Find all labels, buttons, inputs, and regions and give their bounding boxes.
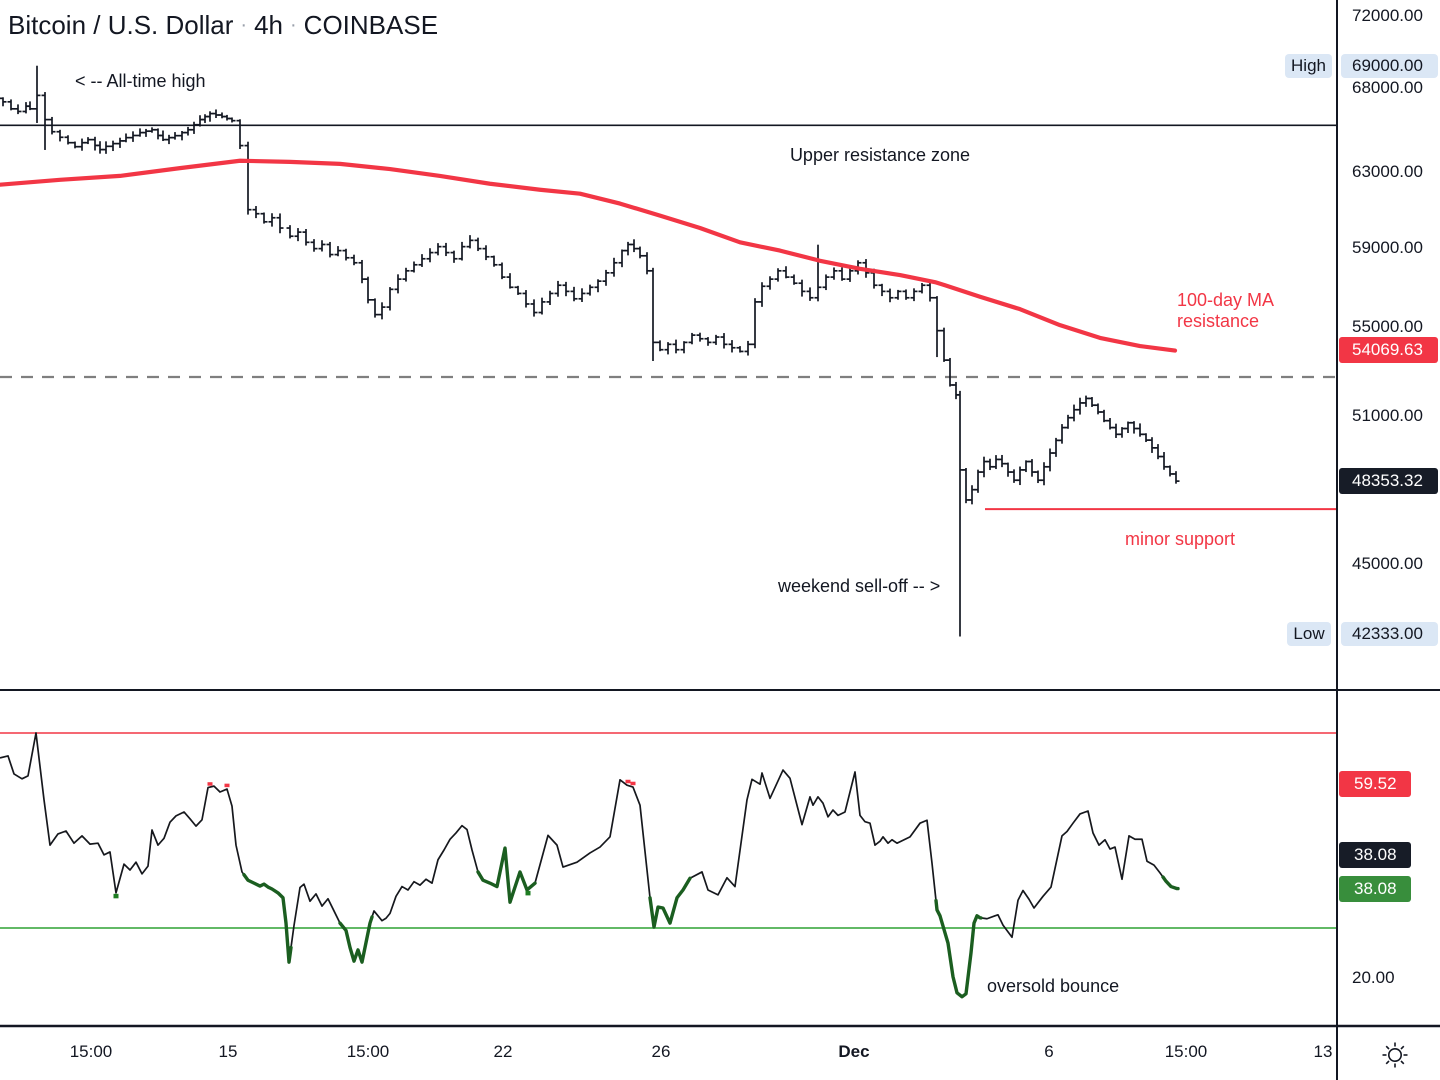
annotation-weekend-selloff: weekend sell-off -- > bbox=[778, 576, 941, 596]
low-marker-label: Low bbox=[1287, 622, 1331, 646]
annotation-ma-resistance-line1: 100-day MA bbox=[1177, 290, 1275, 310]
symbol-title[interactable]: Bitcoin / U.S. Dollar · 4h · COINBASE bbox=[8, 10, 438, 41]
time-tick: 6 bbox=[1044, 1042, 1054, 1061]
annotation-ma-resistance-line2: resistance bbox=[1177, 311, 1260, 331]
time-tick: 22 bbox=[493, 1042, 513, 1061]
theme-toggle-button[interactable] bbox=[1378, 1038, 1412, 1072]
title-separator-icon: · bbox=[290, 14, 297, 36]
price-tick: 63000.00 bbox=[1352, 162, 1423, 181]
price-tick: 68000.00 bbox=[1352, 78, 1423, 97]
time-tick: 15:00 bbox=[346, 1042, 390, 1061]
time-tick: 15 bbox=[218, 1042, 238, 1061]
annotation-minor-support: minor support bbox=[1125, 529, 1236, 549]
price-tick: 45000.00 bbox=[1352, 554, 1423, 573]
last-price-badge: 48353.32 bbox=[1339, 468, 1438, 494]
price-tick: 55000.00 bbox=[1352, 317, 1423, 336]
title-separator-icon: · bbox=[240, 14, 248, 36]
time-tick: 26 bbox=[651, 1042, 671, 1061]
time-tick: 13 bbox=[1313, 1042, 1333, 1061]
time-tick: 15:00 bbox=[69, 1042, 113, 1061]
price-tick-low: 42333.00 bbox=[1341, 622, 1438, 646]
time-tick: 15:00 bbox=[1164, 1042, 1208, 1061]
price-tick: 51000.00 bbox=[1352, 406, 1423, 425]
price-tick-high: 69000.00 bbox=[1341, 54, 1438, 78]
price-tick: 59000.00 bbox=[1352, 238, 1423, 257]
rsi-plot-badge: 38.08 bbox=[1339, 876, 1411, 902]
high-marker-label: High bbox=[1285, 54, 1332, 78]
symbol-interval: 4h bbox=[254, 10, 283, 40]
annotation-oversold-bounce: oversold bounce bbox=[987, 976, 1120, 996]
rsi-tick: 20.00 bbox=[1352, 968, 1395, 987]
symbol-exchange: COINBASE bbox=[303, 10, 439, 40]
sun-icon bbox=[1382, 1042, 1408, 1068]
ma-price-badge: 54069.63 bbox=[1339, 337, 1438, 363]
annotation-all-time-high: < -- All-time high bbox=[75, 71, 206, 91]
rsi-value-badge: 38.08 bbox=[1339, 842, 1411, 868]
symbol-name: Bitcoin / U.S. Dollar bbox=[8, 10, 234, 40]
rsi-upper-badge: 59.52 bbox=[1339, 771, 1411, 797]
time-tick-month: Dec bbox=[838, 1042, 870, 1061]
annotation-upper-resistance-zone: Upper resistance zone bbox=[789, 145, 971, 165]
price-tick: 72000.00 bbox=[1352, 6, 1423, 25]
